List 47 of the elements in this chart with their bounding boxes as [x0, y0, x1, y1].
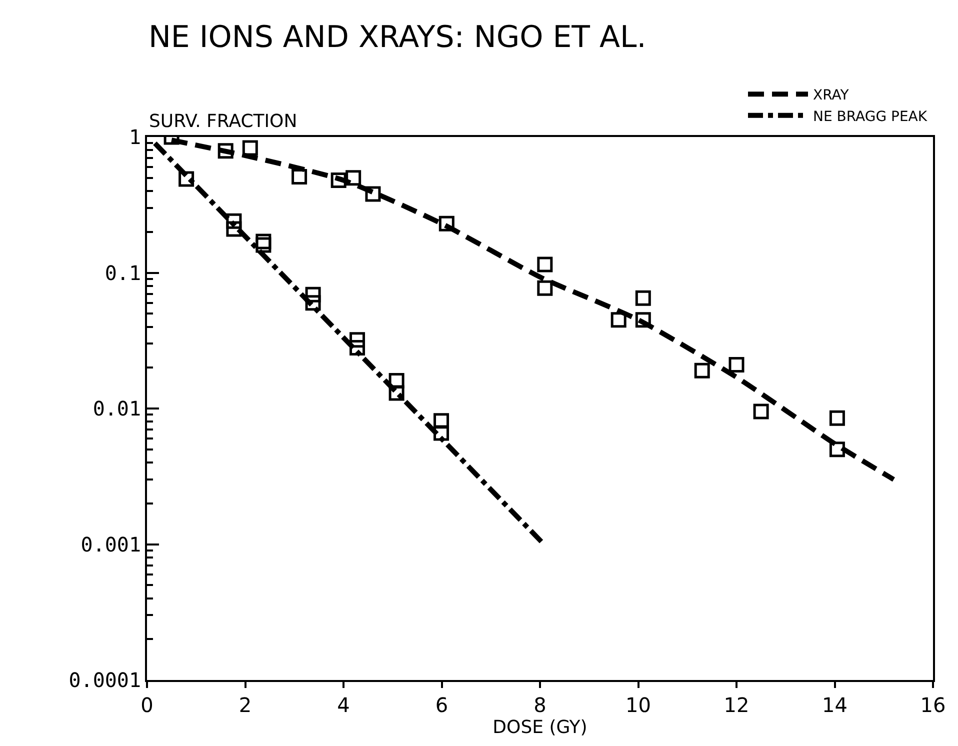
chart-title: NE IONS AND XRAYS: NGO ET AL.: [148, 20, 646, 56]
y-tick-label: 1: [128, 125, 141, 149]
x-tick-label: 14: [822, 693, 848, 717]
point: [226, 213, 242, 229]
point: [305, 286, 321, 302]
y-tick-label: 0.001: [80, 532, 141, 556]
point: [330, 172, 346, 188]
point: [537, 280, 553, 296]
x-tick-label: 16: [920, 693, 946, 717]
point: [537, 256, 553, 272]
point: [728, 357, 744, 373]
x-tick-label: 4: [337, 693, 350, 717]
x-tick-label: 10: [626, 693, 651, 717]
point: [829, 410, 845, 426]
y-tick-label: 0.1: [104, 260, 141, 285]
x-tick-label: 0: [140, 693, 154, 717]
point: [635, 290, 651, 306]
point: [829, 442, 845, 458]
x-tick-label: 6: [435, 693, 448, 717]
legend-label: XRAY: [813, 88, 850, 104]
point: [694, 362, 710, 378]
point: [434, 413, 450, 429]
y-tick-label: 0.01: [92, 396, 141, 420]
point: [635, 312, 651, 328]
point: [242, 140, 258, 156]
point: [350, 332, 366, 348]
point: [438, 216, 454, 232]
point: [388, 385, 404, 401]
point: [178, 171, 194, 187]
x-axis-title: DOSE (GY): [492, 717, 588, 738]
point: [218, 143, 234, 159]
y-tick-label: 0.0001: [68, 668, 141, 692]
x-tick-label: 8: [534, 693, 546, 717]
legend-label: NE BRAGG PEAK: [813, 108, 928, 125]
point: [365, 186, 381, 202]
point: [226, 221, 242, 237]
point: [753, 404, 769, 420]
point: [388, 373, 404, 389]
point: [610, 312, 626, 328]
point: [256, 234, 272, 250]
y-axis-title: SURV. FRACTION: [149, 111, 298, 132]
x-tick-label: 12: [724, 693, 750, 717]
point: [256, 237, 272, 253]
x-tick-label: 2: [238, 693, 252, 717]
point: [305, 295, 321, 311]
point: [292, 168, 308, 184]
point: [346, 170, 362, 186]
